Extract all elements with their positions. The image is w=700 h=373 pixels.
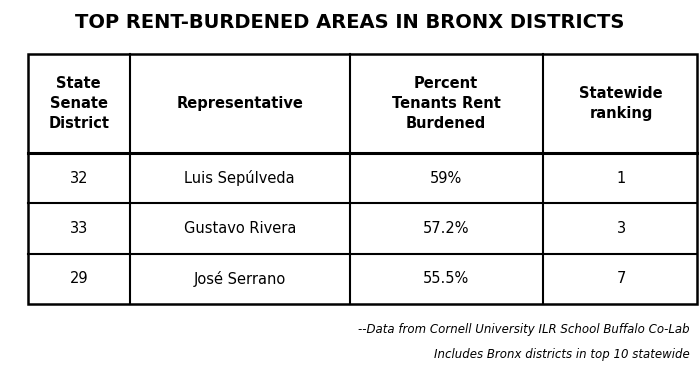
Text: 29: 29	[69, 271, 88, 286]
Text: 7: 7	[617, 271, 626, 286]
Text: Statewide
ranking: Statewide ranking	[580, 86, 663, 121]
Text: Gustavo Rivera: Gustavo Rivera	[183, 221, 296, 236]
Bar	[28, 54, 696, 304]
Text: Luis Sepúlveda: Luis Sepúlveda	[184, 170, 295, 186]
Text: --Data from Cornell University ILR School Buffalo Co-Lab: --Data from Cornell University ILR Schoo…	[358, 323, 690, 336]
Text: 3: 3	[617, 221, 626, 236]
Text: 55.5%: 55.5%	[423, 271, 470, 286]
Text: TOP RENT-BURDENED AREAS IN BRONX DISTRICTS: TOP RENT-BURDENED AREAS IN BRONX DISTRIC…	[76, 13, 624, 32]
Text: State
Senate
District: State Senate District	[48, 76, 109, 131]
Text: 59%: 59%	[430, 170, 463, 186]
Text: Representative: Representative	[176, 96, 303, 111]
Text: 57.2%: 57.2%	[423, 221, 470, 236]
Text: José Serrano: José Serrano	[194, 271, 286, 287]
Text: 1: 1	[617, 170, 626, 186]
Text: Includes Bronx districts in top 10 statewide: Includes Bronx districts in top 10 state…	[434, 348, 690, 361]
Text: Percent
Tenants Rent
Burdened: Percent Tenants Rent Burdened	[392, 76, 500, 131]
Text: 32: 32	[69, 170, 88, 186]
Text: 33: 33	[69, 221, 88, 236]
